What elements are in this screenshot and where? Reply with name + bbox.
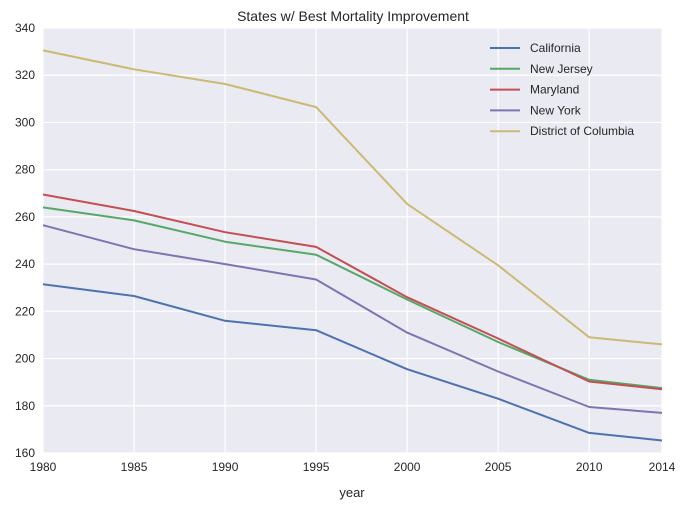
x-tick-label: 2005	[485, 460, 512, 474]
x-tick-label: 1995	[303, 460, 330, 474]
legend-label: New Jersey	[530, 62, 593, 76]
y-tick-label: 280	[15, 163, 35, 177]
x-tick-label: 1990	[212, 460, 239, 474]
series-lines	[42, 49, 663, 442]
x-axis: 1980 1985 1990 1995 2000 2005 2010 2014	[30, 460, 676, 474]
series-line-district-of-columbia	[42, 49, 663, 346]
legend-label: California	[530, 41, 581, 55]
y-tick-label: 320	[15, 68, 35, 82]
y-tick-label: 220	[15, 304, 35, 318]
legend-label: Maryland	[530, 83, 579, 97]
y-tick-label: 180	[15, 399, 35, 413]
y-tick-label: 160	[15, 446, 35, 460]
chart-title: States w/ Best Mortality Improvement	[237, 8, 469, 24]
x-axis-label: year	[339, 485, 365, 500]
series-line-new-york	[42, 224, 663, 414]
y-tick-label: 300	[15, 115, 35, 129]
y-axis: 160 180 200 220 240 260 280 300 320 340	[15, 21, 35, 460]
legend-label: District of Columbia	[530, 124, 634, 138]
x-tick-label: 2014	[649, 460, 676, 474]
y-tick-label: 240	[15, 257, 35, 271]
x-tick-label: 1980	[30, 460, 57, 474]
legend: California New Jersey Maryland New York Dist…	[490, 41, 634, 138]
x-tick-label: 1985	[121, 460, 148, 474]
plot-area	[43, 28, 662, 453]
series-line-california	[42, 283, 663, 442]
x-tick-label: 2010	[576, 460, 603, 474]
legend-label: New York	[530, 103, 582, 117]
y-tick-label: 340	[15, 21, 35, 35]
y-tick-label: 200	[15, 352, 35, 366]
series-line-maryland	[42, 193, 663, 391]
x-tick-label: 2000	[394, 460, 421, 474]
y-tick-label: 260	[15, 210, 35, 224]
